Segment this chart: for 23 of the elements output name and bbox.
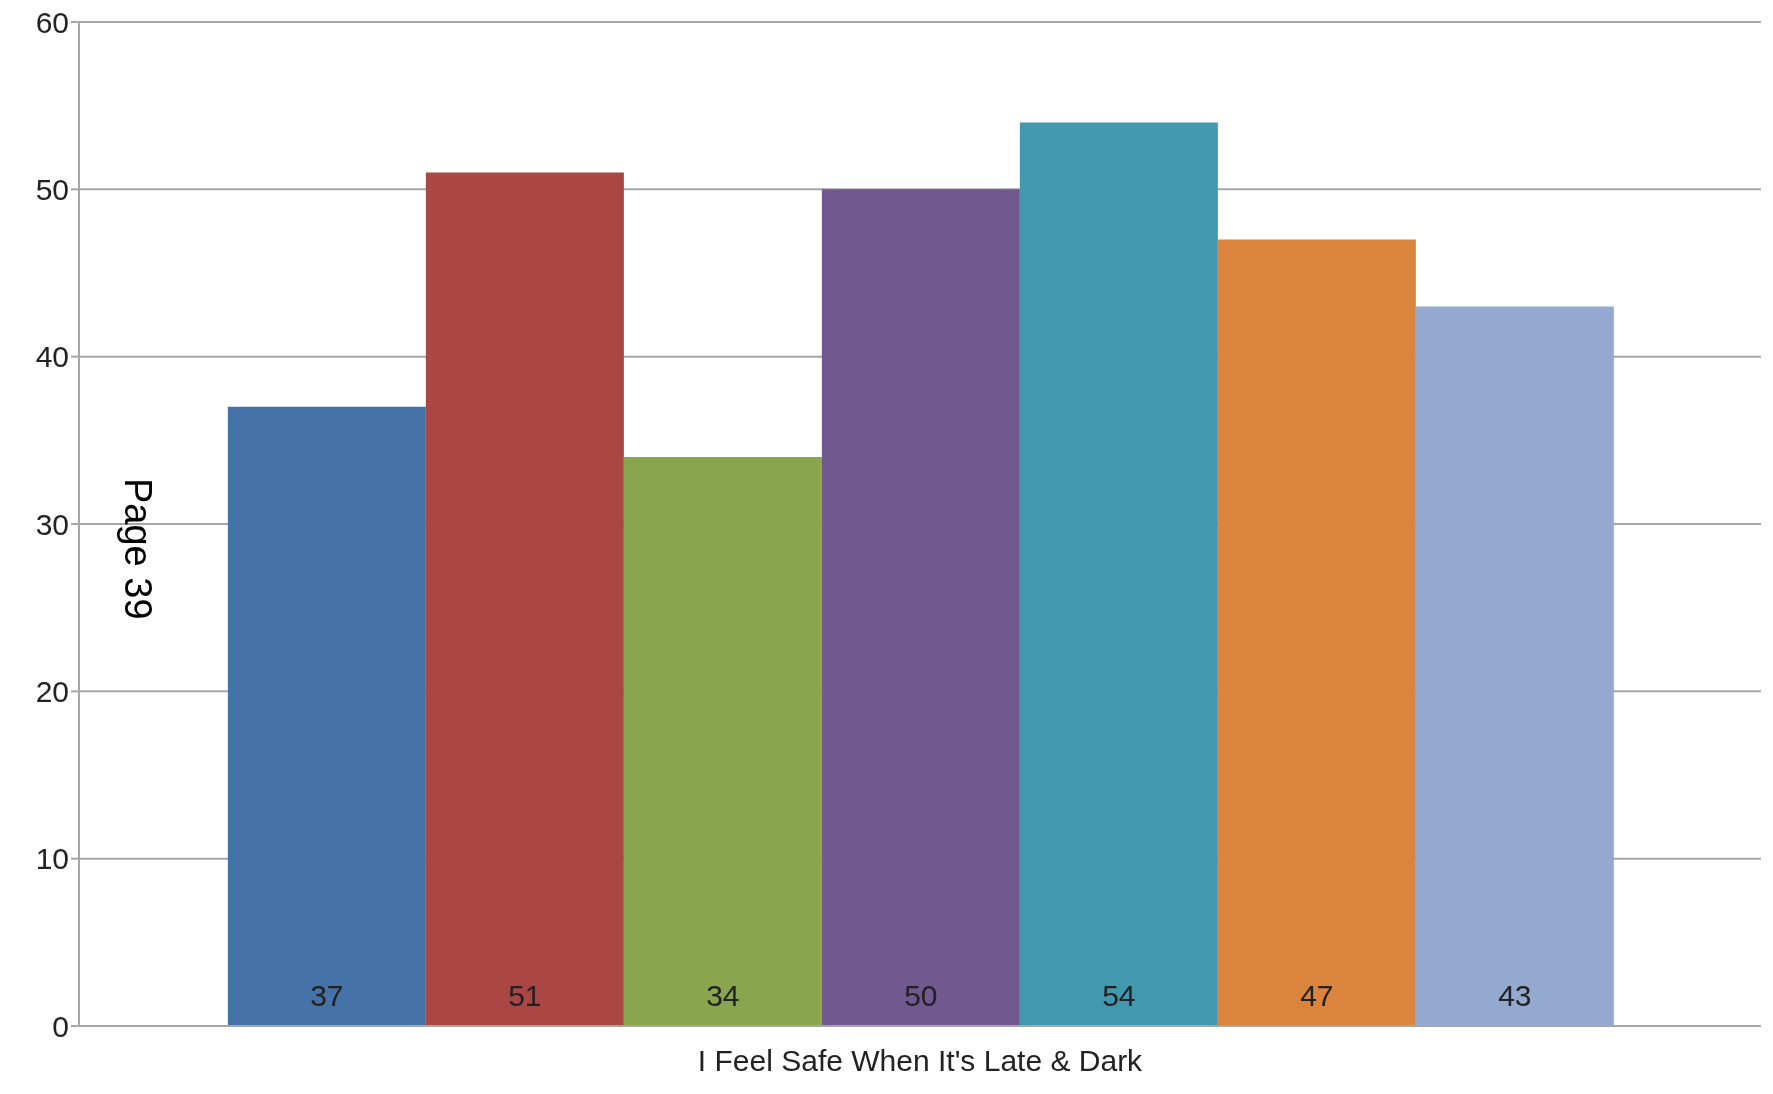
annotation: Page 39 (116, 478, 159, 620)
y-tick-label: 30 (35, 507, 69, 541)
y-tick-label: 10 (35, 842, 69, 876)
data-label: 37 (310, 979, 344, 1012)
bar (425, 172, 624, 1026)
data-label: 51 (508, 979, 542, 1012)
y-tick-label: 50 (35, 172, 69, 206)
bar (227, 406, 426, 1026)
data-label: 50 (904, 979, 938, 1012)
data-label: 34 (706, 979, 740, 1012)
data-label: 43 (1498, 979, 1532, 1012)
y-tick-label: 0 (52, 1009, 69, 1043)
data-label: 47 (1300, 979, 1334, 1012)
bar (821, 189, 1020, 1026)
data-label: 54 (1102, 979, 1136, 1012)
x-tick-label: I Feel Safe When It's Late & Dark (697, 1044, 1144, 1078)
bar (1217, 239, 1416, 1026)
y-tick-label: 20 (35, 674, 69, 708)
y-tick-label: 40 (35, 340, 69, 374)
bar (623, 457, 822, 1026)
y-tick-label: 60 (35, 5, 69, 39)
bar (1415, 306, 1614, 1026)
bar (1019, 122, 1218, 1026)
